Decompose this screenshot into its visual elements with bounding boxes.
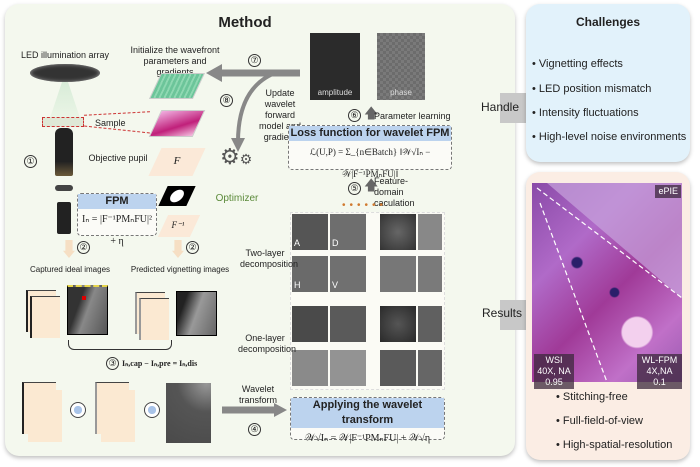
sample-slide xyxy=(42,117,84,127)
led-label: LED illumination array xyxy=(20,50,110,60)
arrow-8 xyxy=(236,71,276,143)
region-dividers xyxy=(536,187,682,382)
predicted-stack-front xyxy=(139,298,169,340)
fpm-title: FPM xyxy=(78,194,156,209)
amplitude-label: amplitude xyxy=(317,88,353,97)
arrow-7-head xyxy=(206,64,222,82)
subband-D2 xyxy=(418,214,442,250)
loss-equation: ℒ(U,P) = Σ_{n∈Batch} ‖𝒲√Iₙ − 𝒲|F⁻¹PMₙFU|… xyxy=(309,147,431,179)
step-3: ③ xyxy=(106,357,119,370)
loss-box: Loss function for wavelet FPM ℒ(U,P) = Σ… xyxy=(288,125,452,179)
down-arrow-captured xyxy=(63,240,75,258)
subband-A: A xyxy=(292,214,328,250)
difference-image xyxy=(166,383,211,443)
one-layer-h2 xyxy=(380,350,416,386)
minus-icon xyxy=(70,402,86,418)
step-7: ⑦ xyxy=(248,54,261,67)
wlfpm-tag: WL-FPM 4X,NA 0.1 xyxy=(637,354,682,389)
arrow-8-head xyxy=(231,138,245,152)
fpm-equation: Iₙ = |F⁻¹PMₙFU|² + η xyxy=(81,214,152,247)
update-label: Update wavelet forward model and gradien… xyxy=(258,88,302,142)
bottom-stack-1-front xyxy=(28,390,62,442)
challenges-panel xyxy=(526,4,690,162)
optimizer-label: Optimizer xyxy=(215,193,259,204)
apply-equation: 𝒲√Iₙ = 𝒲|F⁻¹PMₙFU| + 𝒲√η xyxy=(304,433,431,444)
result-item: • Full-field-of-view xyxy=(556,415,643,427)
pupil-inverse-symbol: F⁻¹ xyxy=(171,220,185,230)
one-layer-label: One-layer decomposition xyxy=(238,333,297,354)
init-label: Initialize the wavefront parameters and … xyxy=(130,45,220,77)
apply-title: Applying the wavelet transform xyxy=(291,398,444,428)
param-learning-label: Parameter learning xyxy=(374,111,451,121)
handle-label: Handle xyxy=(480,100,520,114)
led-array xyxy=(30,64,100,82)
tube-lens xyxy=(55,185,73,191)
two-layer-label: Two-layer decomposition xyxy=(240,248,299,269)
results-label: Results xyxy=(481,306,522,320)
challenge-item: • High-level noise environments xyxy=(532,131,687,143)
step-8: ⑧ xyxy=(220,94,233,107)
subband-H2 xyxy=(380,256,416,292)
objective-pupil-label: Objective pupil xyxy=(88,153,148,163)
captured-stack-front xyxy=(30,296,60,338)
loss-title: Loss function for wavelet FPM xyxy=(289,126,451,141)
red-marker xyxy=(82,296,86,300)
epie-tag: ePIE xyxy=(655,185,681,198)
predicted-label: Predicted vignetting images xyxy=(130,265,230,274)
one-layer-d2 xyxy=(418,306,442,342)
subband-D: D xyxy=(330,214,366,250)
sample-label: Sample xyxy=(95,118,126,128)
wavelet-arrow xyxy=(222,403,287,417)
captured-label: Captured ideal images xyxy=(29,265,111,274)
subband-A2 xyxy=(380,214,416,250)
pupil-f-symbol: F xyxy=(173,155,181,167)
update-arrows xyxy=(206,64,300,152)
subband-H: H xyxy=(292,256,328,292)
fpm-box: FPM Iₙ = |F⁻¹PMₙFU|² + η xyxy=(77,193,157,247)
one-layer-v xyxy=(330,350,366,386)
up-arrow-5: 🡅 xyxy=(364,177,379,193)
phase-label: phase xyxy=(390,88,412,97)
step-6: ⑥ xyxy=(348,109,361,122)
step-2a: ② xyxy=(77,241,90,254)
ellipsis-dots: •••••• xyxy=(342,200,388,211)
one-layer-d xyxy=(330,306,366,342)
gears-icon: ⚙⚙ xyxy=(220,144,253,169)
wsi-tag: WSI 40X, NA 0.95 xyxy=(534,354,574,389)
one-layer-h xyxy=(292,350,328,386)
step-4: ④ xyxy=(248,423,261,436)
one-layer-a xyxy=(292,306,328,342)
step-5: ⑤ xyxy=(348,182,361,195)
objective-lens xyxy=(55,128,73,176)
wavelet-transform-label: Wavelet transform xyxy=(238,384,277,405)
subband-V: V xyxy=(330,256,366,292)
result-item: • High-spatial-resolution xyxy=(556,439,673,451)
challenge-item: • Vignetting effects xyxy=(532,58,623,70)
step-2b: ② xyxy=(186,241,199,254)
bottom-stack-2-front xyxy=(101,390,135,442)
equals-icon xyxy=(144,402,160,418)
challenges-title: Challenges xyxy=(575,15,641,29)
captured-image xyxy=(67,285,108,335)
apply-box: Applying the wavelet transform 𝒲√Iₙ = 𝒲|… xyxy=(290,397,445,444)
difference-equation: Iₙ,cap − Iₙ,pre = Iₙ,dis xyxy=(122,359,198,368)
one-layer-v2 xyxy=(418,350,442,386)
predicted-image xyxy=(176,291,217,336)
result-item: • Stitching-free xyxy=(556,391,628,403)
brace xyxy=(68,340,172,350)
subband-V2 xyxy=(418,256,442,292)
step-1: ① xyxy=(24,155,37,168)
method-title: Method xyxy=(218,14,272,31)
phase-image xyxy=(377,33,425,100)
down-arrow-predicted xyxy=(172,240,184,258)
camera xyxy=(57,202,71,234)
one-layer-a2 xyxy=(380,306,416,342)
challenge-item: • LED position mismatch xyxy=(532,83,652,95)
amplitude-image xyxy=(310,33,360,100)
up-arrow-6: 🡅 xyxy=(364,105,379,121)
challenge-item: • Intensity fluctuations xyxy=(532,107,639,119)
